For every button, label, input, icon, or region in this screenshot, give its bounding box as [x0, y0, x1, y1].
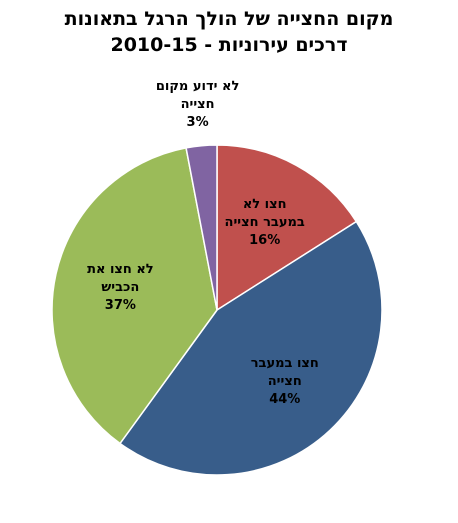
- category-label: חצו במעבר חצייה: [250, 356, 319, 390]
- category-label: לא ידוע מקום חצייה: [155, 78, 240, 112]
- pie-slice: [185, 144, 218, 311]
- value-label: 37%: [104, 298, 136, 314]
- value-label: 3%: [186, 114, 209, 130]
- slice-label: לא ידוע מקום חצייה 3%: [156, 78, 239, 132]
- pie-slice: [51, 147, 218, 445]
- category-label: חצו לא במעבר חצייה: [224, 197, 305, 231]
- category-label: לא חצו את הכביש: [87, 262, 154, 296]
- pie-slice: [216, 144, 358, 312]
- pie-slice: [118, 220, 383, 476]
- slice-label: לא חצו את הכביש 37%: [87, 261, 154, 315]
- value-label: 44%: [269, 392, 301, 408]
- slice-label: חצו לא במעבר חצייה 16%: [225, 196, 305, 250]
- chart-title: מקום החצייה של הולך הרגל בתאונות דרכים ע…: [64, 8, 394, 56]
- slice-label: חצו במעבר חצייה 44%: [251, 355, 319, 409]
- value-label: 16%: [249, 233, 281, 249]
